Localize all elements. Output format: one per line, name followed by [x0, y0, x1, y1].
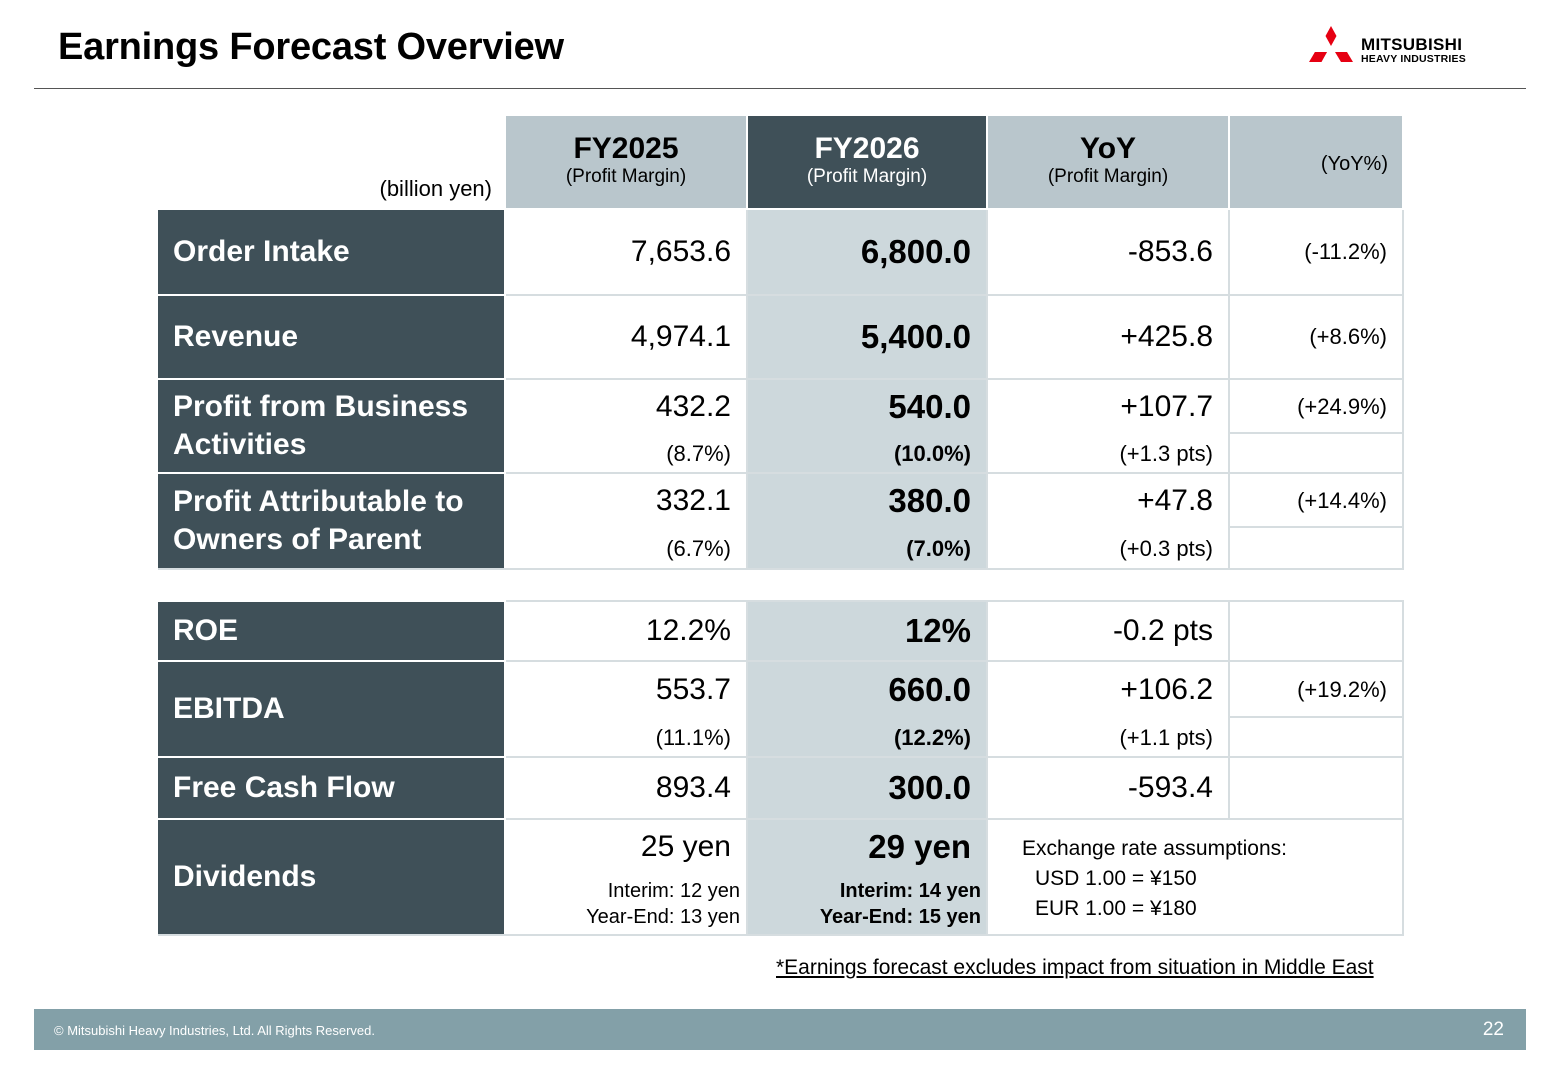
logo-text-line2: HEAVY INDUSTRIES [1361, 53, 1466, 65]
row-label-revenue: Revenue [158, 296, 504, 378]
profit-business-fy2026: 540.0 [888, 388, 971, 425]
profit-owners-fy2025-margin: (6.7%) [666, 536, 731, 561]
revenue-yoy-pct: (+8.6%) [1309, 324, 1387, 349]
column-header-fy2026: FY2026 (Profit Margin) [748, 116, 986, 208]
roe-fy2025: 12.2% [645, 614, 731, 647]
dividends-fy2025: 25 yen [640, 830, 731, 863]
row-label-profit-owners: Profit Attributable to Owners of Parent [158, 474, 504, 568]
logo-text-line1: MITSUBISHI [1361, 35, 1463, 54]
column-divider [1402, 210, 1404, 570]
header-subtitle: (Profit Margin) [1047, 166, 1169, 187]
column-divider [746, 602, 748, 934]
fy2026-column-bg-top [748, 210, 986, 568]
fx-usd: USD 1.00 = ¥150 [1035, 867, 1197, 890]
order-intake-yoy: -853.6 [1127, 235, 1213, 268]
row-divider [506, 472, 1402, 474]
fcf-yoy: -593.4 [1127, 771, 1213, 804]
profit-owners-fy2026: 380.0 [888, 482, 971, 519]
dividends-fy2025-breakdown: Interim: 12 yen Year-End: 13 yen [506, 878, 746, 930]
ebitda-fy2026: 660.0 [888, 671, 971, 708]
profit-owners-fy2026-margin: (7.0%) [906, 536, 971, 561]
ebitda-yoy-pct: (+19.2%) [1297, 677, 1387, 702]
fy2026-column-bg-bottom [748, 602, 986, 934]
page-title: Earnings Forecast Overview [58, 26, 564, 68]
row-divider [506, 818, 1404, 820]
row-divider [1230, 526, 1402, 528]
dividends-fy2026-breakdown: Interim: 14 yen Year-End: 15 yen [748, 878, 986, 930]
ebitda-yoy-margin: (+1.1 pts) [1119, 725, 1213, 750]
profit-business-yoy: +107.7 [1120, 390, 1213, 423]
ebitda-fy2025-margin: (11.1%) [655, 725, 731, 750]
header-subtitle: (Profit Margin) [806, 166, 928, 187]
revenue-fy2026: 5,400.0 [860, 318, 971, 355]
ebitda-yoy: +106.2 [1120, 673, 1213, 706]
row-label-roe: ROE [158, 602, 504, 660]
profit-business-yoy-margin: (+1.3 pts) [1119, 441, 1213, 466]
row-divider [1230, 716, 1402, 718]
three-diamonds-icon [1309, 26, 1353, 62]
column-divider [1228, 210, 1230, 568]
dividends-fy2025-interim: Interim: 12 yen [607, 880, 740, 902]
header-title: FY2025 [573, 132, 679, 165]
revenue-yoy: +425.8 [1120, 320, 1213, 353]
profit-owners-fy2025: 332.1 [655, 484, 731, 517]
profit-owners-yoy: +47.8 [1137, 484, 1213, 517]
row-label-profit-business: Profit from Business Activities [158, 380, 504, 472]
column-header-yoy-pct: (YoY%) [1230, 116, 1402, 208]
profit-owners-yoy-margin: (+0.3 pts) [1119, 536, 1213, 561]
order-intake-fy2025: 7,653.6 [630, 235, 731, 268]
order-intake-fy2026: 6,800.0 [860, 233, 971, 270]
dividends-fy2026-interim: Interim: 14 yen [839, 880, 981, 902]
footer-bar: © Mitsubishi Heavy Industries, Ltd. All … [34, 1009, 1526, 1050]
row-divider [506, 600, 1404, 602]
row-divider [158, 934, 1404, 936]
header-title: YoY [1079, 132, 1137, 165]
ebitda-fy2026-margin: (12.2%) [893, 725, 971, 750]
column-divider [1228, 602, 1230, 818]
row-divider [506, 756, 1404, 758]
row-label-order-intake: Order Intake [158, 210, 504, 294]
company-logo: MITSUBISHI HEAVY INDUSTRIES [1306, 24, 1528, 68]
roe-fy2026: 12% [904, 612, 971, 649]
profit-business-fy2025-margin: (8.7%) [666, 441, 731, 466]
row-label-ebitda: EBITDA [158, 662, 504, 756]
row-divider [158, 568, 1404, 570]
fx-title: Exchange rate assumptions: [1022, 837, 1287, 860]
row-divider [506, 378, 1402, 380]
unit-label: (billion yen) [379, 176, 493, 201]
revenue-fy2025: 4,974.1 [630, 320, 731, 353]
ebitda-fy2025: 553.7 [655, 673, 731, 706]
dividends-fy2026: 29 yen [868, 828, 971, 865]
fx-eur: EUR 1.00 = ¥180 [1035, 897, 1197, 920]
column-divider [986, 210, 988, 568]
profit-owners-yoy-pct: (+14.4%) [1297, 488, 1387, 513]
row-divider [506, 660, 1404, 662]
profit-business-fy2025: 432.2 [655, 390, 731, 423]
profit-business-yoy-pct: (+24.9%) [1297, 394, 1387, 419]
column-divider [746, 210, 748, 568]
row-divider [1230, 432, 1402, 434]
column-divider [1402, 600, 1404, 936]
row-label-fcf: Free Cash Flow [158, 758, 504, 818]
row-label-dividends: Dividends [158, 820, 504, 934]
column-divider [986, 602, 988, 934]
header-subtitle: (Profit Margin) [565, 166, 687, 187]
dividends-fy2025-yearend: Year-End: 13 yen [586, 906, 740, 928]
title-divider [34, 88, 1526, 89]
page-number: 22 [1482, 1019, 1504, 1040]
roe-yoy: -0.2 pts [1112, 614, 1213, 647]
column-header-yoy: YoY (Profit Margin) [988, 116, 1228, 208]
copyright-text: © Mitsubishi Heavy Industries, Ltd. All … [54, 1023, 375, 1038]
dividends-fy2026-yearend: Year-End: 15 yen [819, 906, 981, 928]
forecast-footnote: *Earnings forecast excludes impact from … [776, 956, 1374, 979]
profit-business-fy2026-margin: (10.0%) [893, 441, 971, 466]
fcf-fy2025: 893.4 [655, 771, 731, 804]
column-header-fy2025: FY2025 (Profit Margin) [506, 116, 746, 208]
header-title: FY2026 [814, 132, 920, 165]
order-intake-yoy-pct: (-11.2%) [1304, 239, 1387, 264]
row-divider [506, 294, 1402, 296]
fcf-fy2026: 300.0 [888, 769, 971, 806]
